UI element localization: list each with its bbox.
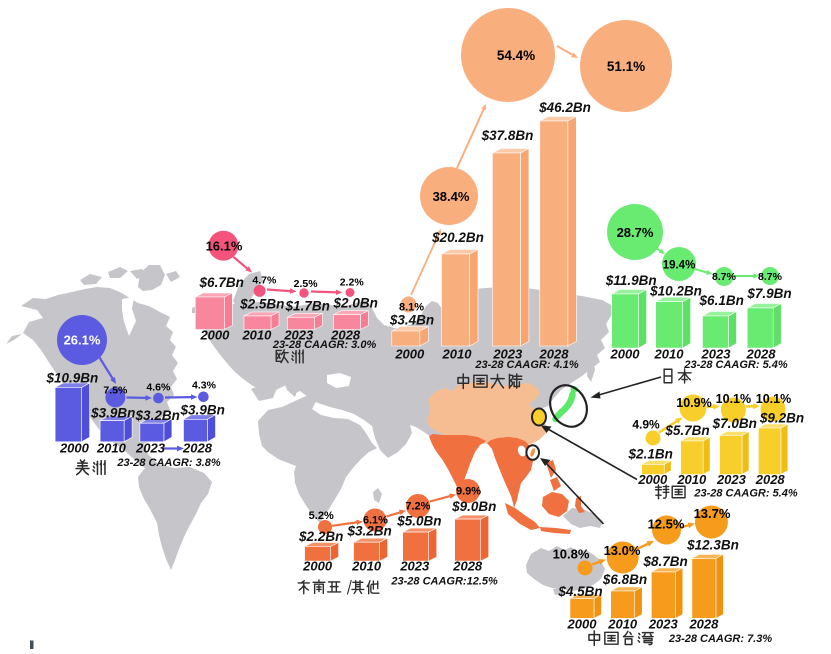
svg-text:$6.8Bn: $6.8Bn [602,572,647,587]
svg-text:$4.5Bn: $4.5Bn [557,584,602,599]
svg-text:7.2%: 7.2% [405,501,430,513]
svg-text:2028: 2028 [688,617,719,632]
svg-text:9.9%: 9.9% [456,486,481,498]
svg-text:2000: 2000 [394,347,425,362]
svg-text:$5.0Bn: $5.0Bn [396,514,441,529]
svg-text:5.2%: 5.2% [309,510,334,522]
svg-text:16.1%: 16.1% [206,239,243,254]
svg-text:4.6%: 4.6% [146,382,171,394]
svg-text:$7.9Bn: $7.9Bn [746,286,791,301]
svg-text:2010: 2010 [96,441,127,456]
svg-text:19.4%: 19.4% [663,260,696,272]
svg-text:13.7%: 13.7% [694,506,731,521]
svg-text:$37.8Bn: $37.8Bn [481,128,534,143]
svg-text:2000: 2000 [567,617,598,632]
svg-text:$46.2Bn: $46.2Bn [538,100,591,115]
svg-text:$3.4Bn: $3.4Bn [389,313,434,328]
svg-text:2023: 2023 [648,617,679,632]
svg-text:23-28 CAAGR: 7.3%: 23-28 CAAGR: 7.3% [668,633,773,645]
svg-text:7.5%: 7.5% [103,385,128,397]
svg-text:2000: 2000 [637,472,668,487]
svg-text:4.7%: 4.7% [252,275,277,287]
svg-text:2010: 2010 [654,347,685,362]
svg-text:23-28 CAAGR: 3.0%: 23-28 CAAGR: 3.0% [272,339,377,351]
svg-text:10.1%: 10.1% [756,392,791,406]
svg-text:23-28 CAAGR: 5.4%: 23-28 CAAGR: 5.4% [683,359,788,371]
svg-text:$2.0Bn: $2.0Bn [333,296,378,311]
svg-text:26.1%: 26.1% [64,333,101,348]
svg-text:2028: 2028 [755,472,786,487]
svg-text:51.1%: 51.1% [607,59,645,74]
svg-text:23-28 CAAGR:12.5%: 23-28 CAAGR:12.5% [390,576,498,588]
svg-text:10.1%: 10.1% [716,392,751,406]
svg-text:$9.0Bn: $9.0Bn [451,499,496,514]
svg-text:2000: 2000 [302,559,333,574]
svg-text:$1.7Bn: $1.7Bn [285,299,330,314]
svg-text:2023: 2023 [716,472,747,487]
svg-text:2023: 2023 [399,559,430,574]
svg-text:23-28 CAAGR: 5.4%: 23-28 CAAGR: 5.4% [693,488,798,500]
svg-text:$10.9Bn: $10.9Bn [46,371,99,386]
svg-text:$12.3Bn: $12.3Bn [686,538,739,553]
svg-text:$3.2Bn: $3.2Bn [135,408,180,423]
svg-text:$7.0Bn: $7.0Bn [712,416,757,431]
svg-text:2000: 2000 [199,328,230,343]
svg-text:$20.2Bn: $20.2Bn [431,230,484,245]
svg-text:$11.9Bn: $11.9Bn [605,273,657,288]
svg-text:8.7%: 8.7% [758,271,783,283]
svg-text:2010: 2010 [676,472,707,487]
svg-text:$2.5Bn: $2.5Bn [239,297,284,312]
svg-text:$2.1Bn: $2.1Bn [628,447,673,462]
svg-text:4.3%: 4.3% [192,380,217,392]
svg-text:$5.7Bn: $5.7Bn [664,423,709,438]
svg-text:4.9%: 4.9% [632,418,660,432]
svg-text:54.4%: 54.4% [497,48,535,63]
svg-text:10.9%: 10.9% [676,396,711,410]
svg-text:2028: 2028 [182,441,213,456]
svg-text:$6.1Bn: $6.1Bn [699,293,744,308]
svg-text:23-28 CAAGR: 4.1%: 23-28 CAAGR: 4.1% [474,359,579,371]
svg-text:$8.7Bn: $8.7Bn [642,554,687,569]
svg-text:2.2%: 2.2% [340,277,365,289]
svg-text:$2.2Bn: $2.2Bn [298,529,343,544]
svg-text:2000: 2000 [610,347,641,362]
svg-text:8.7%: 8.7% [712,271,737,283]
svg-text:2023: 2023 [135,441,166,456]
svg-text:$9.2Bn: $9.2Bn [759,411,804,426]
svg-text:2010: 2010 [351,559,382,574]
svg-text:2010: 2010 [607,617,638,632]
svg-text:28.7%: 28.7% [617,225,654,240]
svg-text:10.8%: 10.8% [553,547,590,562]
svg-text:$3.9Bn: $3.9Bn [180,403,225,418]
svg-text:2010: 2010 [241,328,272,343]
svg-text:2000: 2000 [59,441,90,456]
svg-text:2028: 2028 [452,559,483,574]
svg-text:$6.7Bn: $6.7Bn [199,275,244,290]
svg-text:$10.2Bn: $10.2Bn [649,284,702,299]
svg-text:12.5%: 12.5% [648,517,685,532]
svg-text:$3.2Bn: $3.2Bn [346,524,391,539]
svg-text:2.5%: 2.5% [294,278,319,290]
svg-text:$3.9Bn: $3.9Bn [90,406,135,421]
svg-text:38.4%: 38.4% [433,189,470,204]
svg-text:13.0%: 13.0% [604,543,641,558]
svg-text:23-28 CAAGR: 3.8%: 23-28 CAAGR: 3.8% [116,457,221,469]
svg-text:2010: 2010 [442,347,473,362]
